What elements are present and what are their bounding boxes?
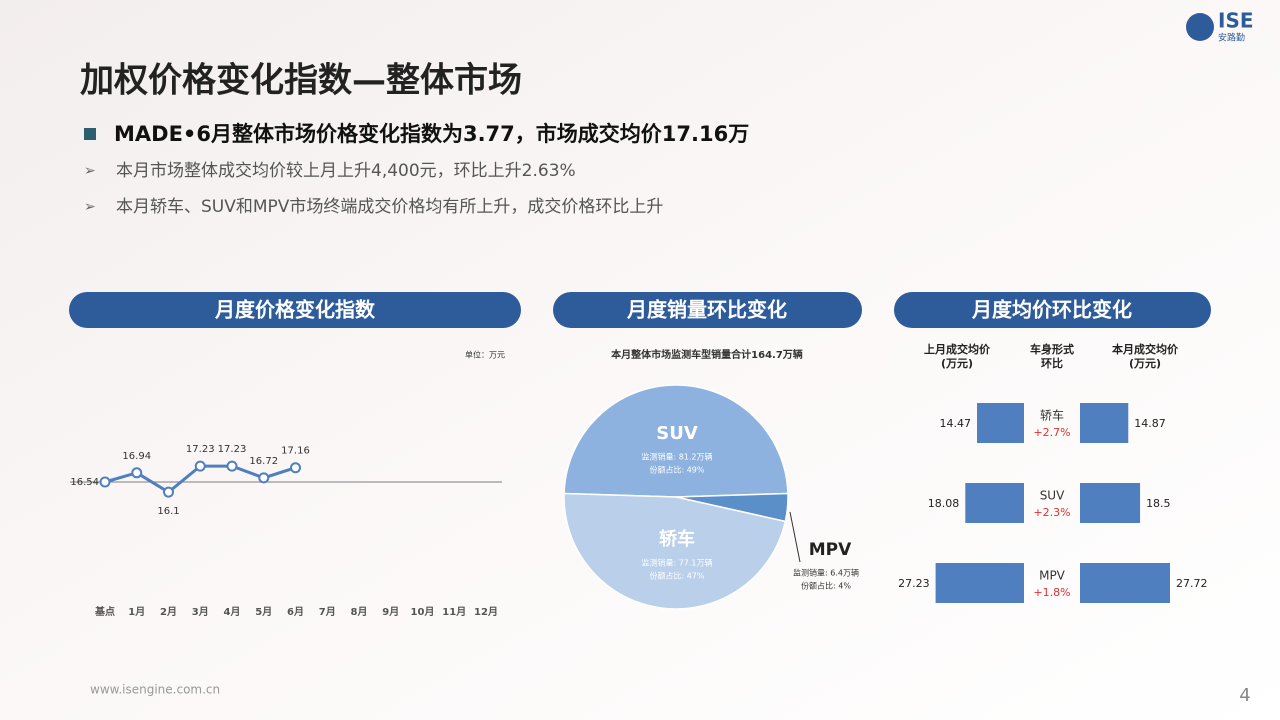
logo-icon — [1186, 13, 1214, 41]
value-label: 14.47 — [940, 417, 972, 430]
x-tick-label: 10月 — [411, 606, 435, 618]
point — [258, 472, 270, 484]
bullet: 本月市场整体成交均价较上月上升4,400元，环比上升2.63% — [116, 161, 576, 181]
sales-label: 监测销量: 81.2万辆 — [641, 452, 712, 462]
x-tick-label: 2月 — [160, 606, 177, 618]
bullet-marker: ➢ — [84, 163, 96, 179]
chart-title: 月度销量环比变化 — [626, 298, 787, 322]
x-tick-label: 1月 — [128, 606, 145, 618]
column-header: 车身形式 — [1030, 342, 1074, 356]
unit-label: 单位：万元 — [465, 350, 505, 360]
data-label: 17.23 — [186, 444, 215, 455]
sales-label: 监测销量: 77.1万辆 — [641, 558, 712, 568]
column-header: 上月成交均价 — [924, 342, 991, 356]
value-label: 18.5 — [1146, 497, 1171, 510]
change-label: +1.8% — [1033, 586, 1070, 599]
x-tick-label: 6月 — [287, 606, 304, 618]
chart-title: 月度均价环比变化 — [971, 298, 1132, 322]
logo-subtext: 安路勤 — [1218, 32, 1245, 44]
share-label: 份额占比: 47% — [649, 571, 704, 581]
category-label: SUV — [1040, 489, 1065, 503]
data-label: 16.72 — [249, 456, 278, 467]
section-banner — [553, 292, 862, 328]
change-label: +2.3% — [1033, 506, 1070, 519]
x-tick-label: 基点 — [94, 605, 115, 618]
bar — [935, 563, 1024, 603]
x-tick-label: 3月 — [192, 606, 209, 618]
x-tick-label: 5月 — [255, 606, 272, 618]
slice-label: 轿车 — [659, 528, 695, 550]
point — [226, 460, 238, 472]
bar — [977, 403, 1024, 443]
x-tick-label: 9月 — [382, 606, 399, 618]
value-label: 27.72 — [1176, 577, 1208, 590]
bar — [1080, 483, 1141, 523]
data-label: 17.16 — [281, 446, 310, 457]
point — [131, 467, 143, 479]
slice-label: SUV — [656, 423, 698, 444]
bar — [1080, 403, 1129, 443]
bullet-marker: ➢ — [84, 199, 96, 215]
x-tick-label: 7月 — [319, 606, 336, 618]
category-label: 轿车 — [1040, 408, 1064, 423]
column-header: 环比 — [1041, 356, 1063, 370]
leader-line — [789, 511, 801, 563]
point — [99, 476, 111, 488]
bar — [965, 483, 1024, 523]
value-label: 14.87 — [1134, 417, 1166, 430]
point — [290, 462, 301, 474]
column-header: 本月成交均价 — [1112, 342, 1179, 356]
column-header: (万元) — [941, 357, 973, 370]
data-label: 17.23 — [218, 444, 247, 455]
data-label: 16.54 — [70, 477, 99, 488]
logo: ISE — [1218, 9, 1254, 33]
headline: MADE•6月整体市场价格变化指数为3.77，市场成交均价17.16万 — [114, 122, 749, 146]
pie-slice — [563, 492, 787, 610]
x-tick-label: 8月 — [351, 606, 368, 618]
data-label: 16.1 — [157, 506, 179, 517]
chart-subtitle: 本月整体市场监测车型销量合计164.7万辆 — [611, 348, 803, 361]
slice-label: MPV — [809, 540, 852, 560]
value-label: 27.23 — [898, 577, 930, 590]
sales-label: 监测销量: 6.4万辆 — [793, 568, 859, 578]
bar — [1080, 563, 1170, 603]
x-tick-label: 12月 — [474, 606, 498, 618]
share-label: 份额占比: 49% — [649, 465, 704, 475]
value-label: 18.08 — [928, 497, 960, 510]
x-tick-label: 4月 — [224, 606, 241, 618]
pie-slice — [563, 384, 789, 498]
slide-title: 加权价格变化指数—整体市场 — [80, 61, 522, 101]
change-label: +2.7% — [1033, 426, 1070, 439]
category-label: MPV — [1039, 569, 1066, 583]
footer: www.isengine.com.cn — [90, 683, 220, 697]
bullet: 本月轿车、SUV和MPV市场终端成交价格均有所上升，成交价格环比上升 — [116, 197, 663, 217]
point — [163, 486, 174, 498]
headline-marker — [84, 128, 96, 140]
share-label: 份额占比: 4% — [801, 581, 851, 591]
column-header: (万元) — [1129, 357, 1161, 370]
point — [194, 460, 206, 472]
x-tick-label: 11月 — [442, 606, 466, 618]
section-banner — [69, 292, 521, 328]
page-number: 4 — [1239, 685, 1250, 706]
section-banner — [894, 292, 1211, 328]
data-label: 16.94 — [122, 451, 151, 462]
chart-title: 月度价格变化指数 — [214, 298, 376, 322]
